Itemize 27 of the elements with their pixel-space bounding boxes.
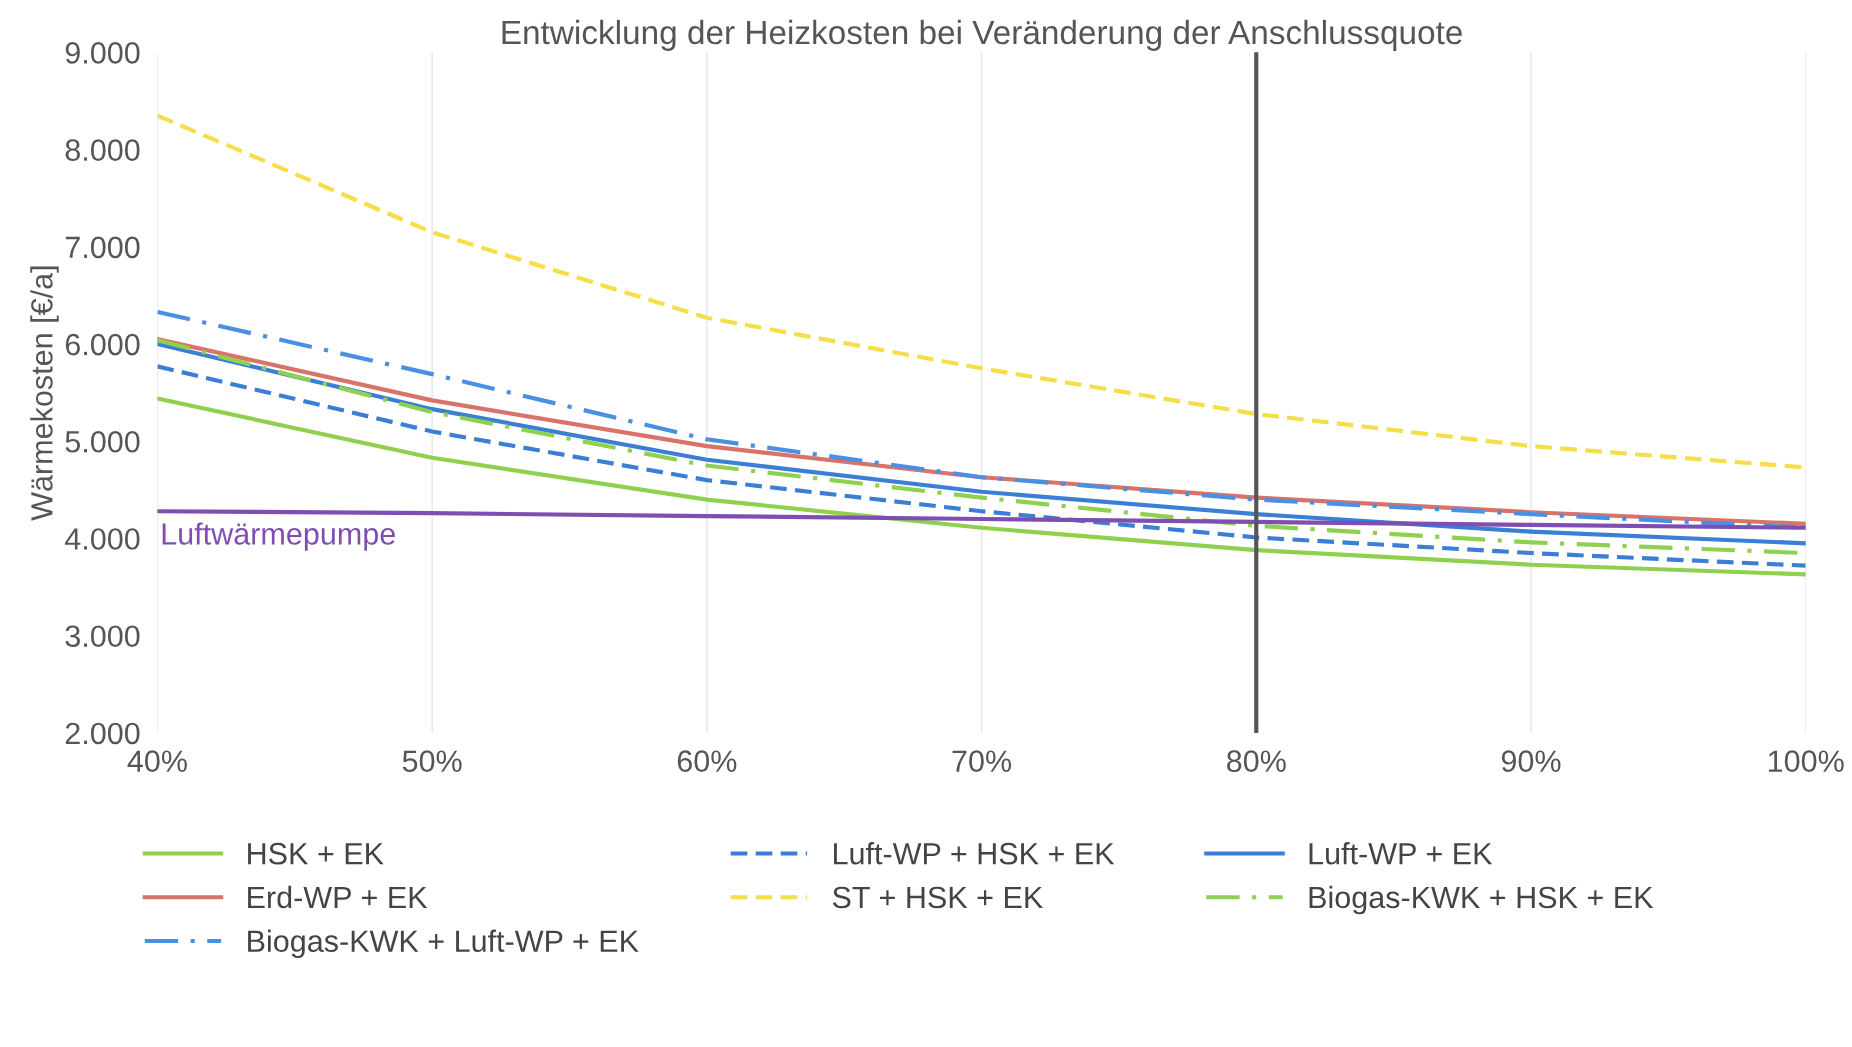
legend-label: HSK + EK — [248, 842, 384, 865]
legend-label: ST + HSK + EK — [832, 886, 1043, 909]
x-tick-label: 90% — [1501, 750, 1561, 773]
y-tick-label: 5.000 — [65, 430, 140, 453]
legend-label: Biogas-KWK + HSK + EK — [1309, 885, 1654, 915]
y-tick-label: 7.000 — [65, 236, 140, 259]
x-tick-label: 40% — [127, 750, 187, 773]
y-tick-label: 8.000 — [65, 139, 140, 161]
legend-label: Erd-WP + EK — [248, 885, 428, 909]
y-tick-label: 3.000 — [65, 625, 140, 648]
x-tick-label: 80% — [1227, 750, 1286, 773]
x-tick-label: 50% — [402, 750, 462, 773]
legend-label: Biogas-KWK + Luft-WP + EK — [248, 929, 639, 959]
y-tick-label: 4.000 — [65, 528, 140, 550]
y-axis-title: Wärmekosten [€/a] — [30, 266, 59, 521]
x-tick-label: 100% — [1768, 750, 1844, 773]
y-tick-label: 9.000 — [65, 42, 140, 64]
x-tick-label: 70% — [952, 750, 1012, 773]
x-tick-label: 60% — [677, 750, 737, 773]
legend-label: Luft-WP + EK — [1309, 842, 1493, 865]
y-tick-label: 2.000 — [65, 722, 140, 745]
chart-title: Entwicklung der Heizkosten bei Veränderung der Anschlussquote — [502, 19, 1462, 51]
legend-label: Luft-WP + HSK + EK — [834, 842, 1115, 865]
line-series — [157, 364, 1806, 568]
line-series — [157, 396, 1806, 577]
y-tick-label: 6.000 — [65, 333, 140, 356]
annotation: Luftwärmepumpe — [162, 522, 395, 551]
